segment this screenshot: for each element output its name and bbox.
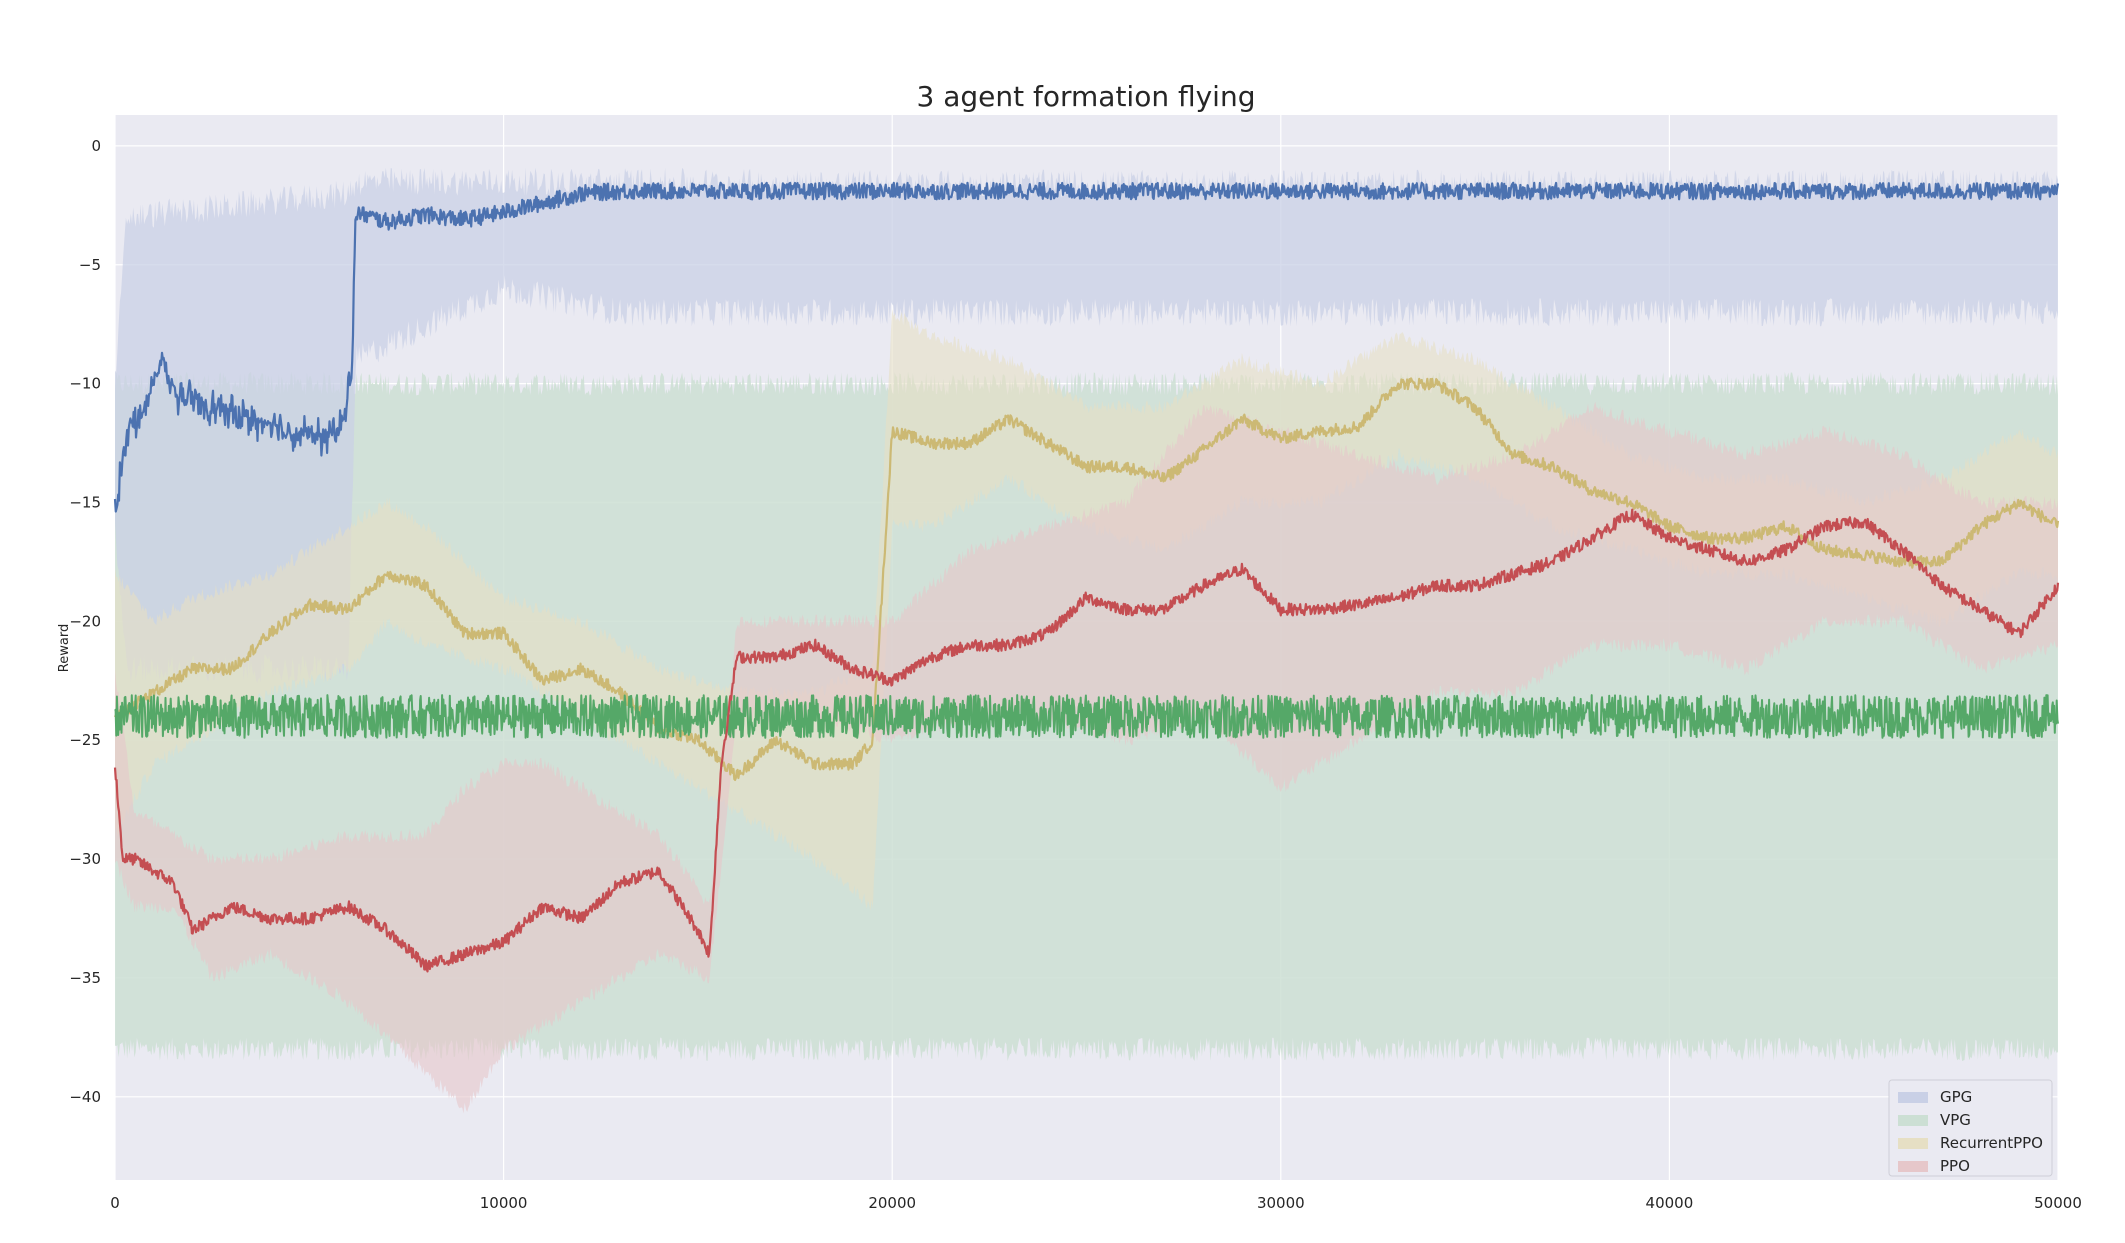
legend-label-ppo: PPO (1940, 1157, 1970, 1175)
y-tick-label: −35 (69, 969, 101, 987)
x-tick-label: 40000 (1646, 1194, 1694, 1212)
series-lines (113, 181, 2060, 973)
y-tick-label: −15 (69, 493, 101, 511)
band-ppo (115, 401, 2058, 1114)
y-tick-label: −25 (69, 731, 101, 749)
y-tick-label: 0 (91, 137, 101, 155)
legend-swatch-ppo (1898, 1161, 1928, 1172)
legend-swatch-gpg (1898, 1092, 1928, 1103)
x-tick-label: 0 (110, 1194, 120, 1212)
legend-label-gpg: GPG (1940, 1088, 1972, 1106)
legend-swatch-recurrentppo (1898, 1138, 1928, 1149)
legend-label-recurrentppo: RecurrentPPO (1940, 1134, 2043, 1152)
x-tick-label: 30000 (1257, 1194, 1305, 1212)
line-vpg (114, 694, 2059, 739)
tick-labels: 0 10000 20000 30000 40000 50000 0 −5 −10 −15 −20 −2… (69, 137, 2082, 1212)
legend-box (1888, 1079, 2053, 1177)
y-tick-label: −30 (69, 850, 101, 868)
y-tick-label: −40 (69, 1088, 101, 1106)
y-axis-label: Reward (57, 624, 72, 672)
line-recurrentppo (113, 377, 2060, 781)
y-tick-label: −5 (79, 256, 101, 274)
chart-title: 3 agent formation flying (917, 80, 1256, 113)
legend-swatch-vpg (1898, 1115, 1928, 1126)
x-tick-label: 50000 (2034, 1194, 2082, 1212)
band-gpg (115, 167, 2058, 684)
x-tick-label: 20000 (868, 1194, 916, 1212)
y-tick-label: −20 (69, 612, 101, 630)
line-gpg (113, 181, 2060, 513)
x-tick-label: 10000 (480, 1194, 528, 1212)
legend-label-vpg: VPG (1940, 1111, 1971, 1129)
y-tick-label: −10 (69, 375, 101, 393)
line-ppo (113, 508, 2060, 973)
legend: GPG VPG RecurrentPPO PPO (1888, 1079, 2053, 1177)
